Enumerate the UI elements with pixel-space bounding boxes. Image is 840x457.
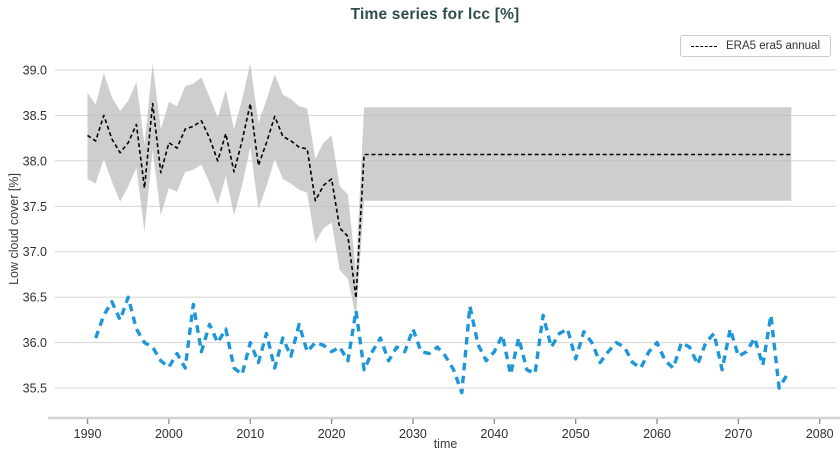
x-tick-label: 2010	[236, 427, 264, 441]
x-tick-label: 2050	[562, 427, 590, 441]
x-tick-label: 2080	[806, 427, 834, 441]
legend-label: ERA5 era5 annual	[726, 40, 820, 52]
legend: ERA5 era5 annual	[680, 35, 831, 57]
legend-dashed-line-swatch	[691, 45, 718, 47]
y-tick-label: 38.0	[23, 154, 47, 168]
y-axis-label: Low cloud cover [%]	[7, 173, 21, 285]
y-tick-label: 36.5	[23, 291, 47, 305]
y-tick-label: 36.0	[23, 336, 47, 350]
y-tick-label: 35.5	[23, 382, 47, 396]
blue-annual-line	[94, 295, 789, 395]
y-tick-labels: 35.5 36.0 36.5 37.0 37.5 38.0 38.5 39.0	[23, 63, 47, 395]
chart-title: Time series for lcc [%]	[350, 6, 520, 23]
x-tick-label: 2020	[318, 427, 346, 441]
x-ticks: 1990 2000 2010 2020 2030 2040 2050 2060 2070 2080	[74, 419, 834, 441]
x-tick-label: 1990	[74, 427, 102, 441]
y-tick-label: 39.0	[23, 63, 47, 77]
x-tick-label: 2000	[155, 427, 183, 441]
y-tick-label: 38.5	[23, 109, 47, 123]
x-tick-label: 2070	[724, 427, 752, 441]
uncertainty-band	[87, 63, 792, 318]
x-axis-label: time	[433, 437, 458, 451]
x-tick-label: 2030	[399, 427, 427, 441]
y-tick-label: 37.0	[23, 245, 47, 259]
y-tick-label: 37.5	[23, 200, 47, 214]
x-tick-label: 2040	[480, 427, 508, 441]
x-tick-label: 2060	[643, 427, 671, 441]
era5-annual-line	[87, 102, 792, 299]
